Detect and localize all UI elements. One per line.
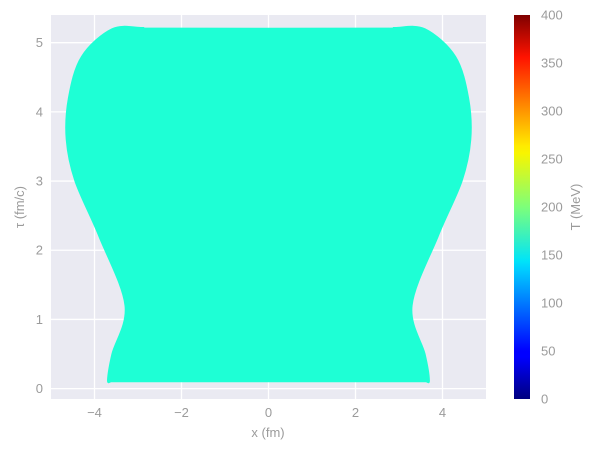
y-tick-label: 1 [36, 312, 43, 327]
colorbar-tick-labels: 0 50 100 150 200 250 300 350 400 [541, 8, 563, 407]
x-tick-labels: −4 −2 0 2 4 [87, 405, 446, 420]
colorbar-tick-label: 200 [541, 200, 563, 215]
colorbar-tick-label: 50 [541, 344, 555, 359]
y-tick-label: 3 [36, 174, 43, 189]
x-tick-label: −4 [87, 405, 102, 420]
colorbar-tick-label: 100 [541, 296, 563, 311]
colorbar-tick-label: 150 [541, 248, 563, 263]
y-tick-label: 0 [36, 381, 43, 396]
y-tick-label: 5 [36, 35, 43, 50]
colorbar-tick-label: 400 [541, 8, 563, 23]
x-tick-label: 0 [265, 405, 272, 420]
x-tick-label: 2 [352, 405, 359, 420]
x-axis-label: x (fm) [251, 425, 284, 440]
hypersurface-region [65, 25, 472, 384]
colorbar-tick-label: 300 [541, 104, 563, 119]
colorbar [514, 15, 530, 399]
y-tick-label: 4 [36, 104, 43, 119]
x-tick-label: 4 [439, 405, 446, 420]
y-axis-label: τ (fm/c) [12, 186, 27, 228]
colorbar-label: T (MeV) [568, 184, 583, 231]
y-tick-labels: 0 1 2 3 4 5 [36, 35, 43, 396]
colorbar-tick-label: 350 [541, 56, 563, 71]
colorbar-tick-label: 250 [541, 152, 563, 167]
colorbar-tick-label: 0 [541, 392, 548, 407]
x-tick-label: −2 [174, 405, 189, 420]
y-tick-label: 2 [36, 243, 43, 258]
